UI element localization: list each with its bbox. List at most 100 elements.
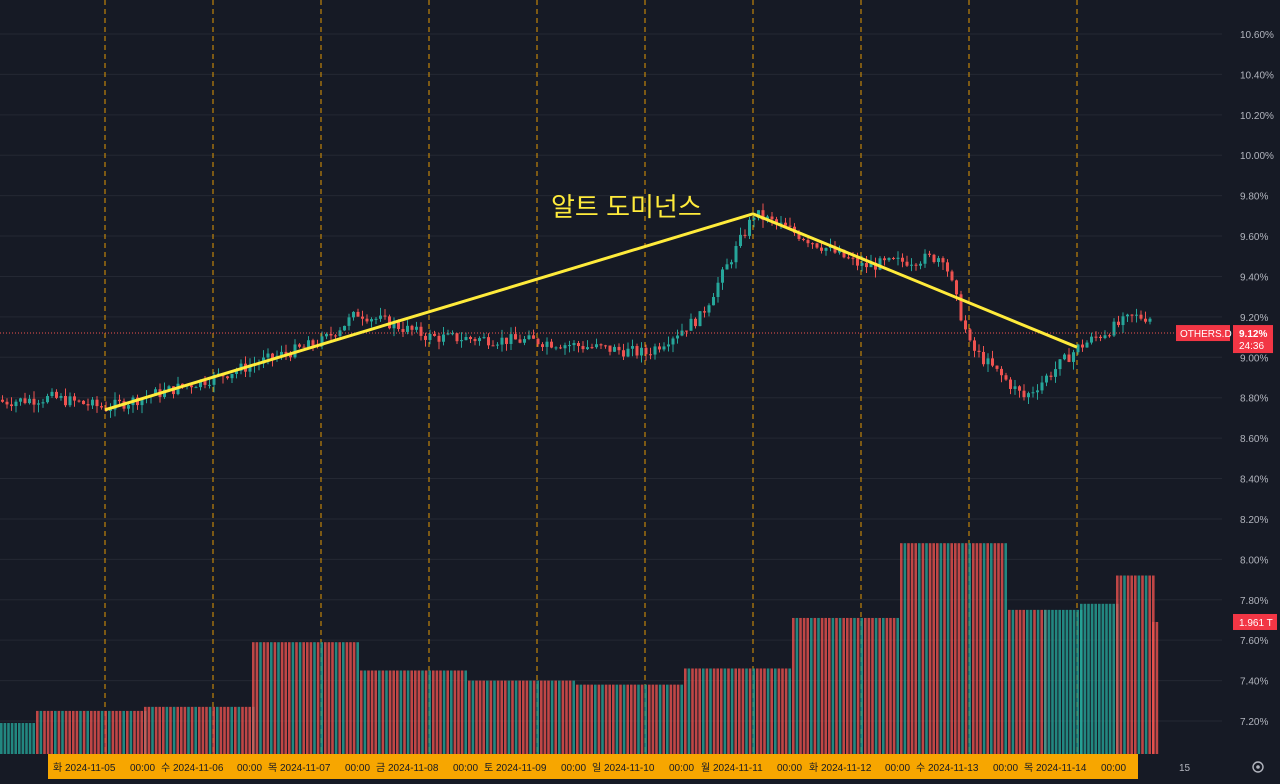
volume-bar bbox=[802, 617, 806, 754]
volume-bar bbox=[766, 668, 770, 754]
candle-body bbox=[329, 333, 333, 336]
price-tick-label: 8.60% bbox=[1240, 434, 1268, 445]
volume-bar bbox=[1036, 609, 1040, 754]
candle-body bbox=[563, 345, 567, 349]
candle-body bbox=[586, 347, 589, 350]
time-axis-label: 00:00 bbox=[669, 763, 694, 774]
volume-bar bbox=[399, 670, 403, 754]
trend-line[interactable] bbox=[104, 212, 1078, 412]
candle-body bbox=[203, 379, 207, 385]
volume-bar bbox=[694, 668, 698, 754]
volume-bar bbox=[835, 617, 838, 754]
candle-body bbox=[1112, 321, 1116, 336]
candle-body bbox=[883, 258, 886, 261]
volume-bar bbox=[1080, 603, 1083, 754]
candle-body bbox=[820, 247, 823, 251]
candle-body bbox=[280, 351, 283, 356]
candle-body bbox=[113, 399, 117, 410]
volume-bar bbox=[687, 668, 691, 754]
volume-bar bbox=[424, 670, 428, 754]
candle-body bbox=[428, 333, 432, 340]
candle-body bbox=[41, 402, 45, 404]
candle-body bbox=[896, 257, 900, 259]
volume-bar bbox=[1094, 603, 1097, 754]
volume-bar bbox=[140, 710, 143, 754]
volume-bar bbox=[489, 680, 493, 754]
candle-body bbox=[1004, 375, 1008, 380]
volume-bar bbox=[637, 684, 640, 754]
volume-bar bbox=[219, 706, 223, 754]
volume-bar bbox=[435, 670, 439, 754]
price-axis[interactable]: 10.60% 10.40% 10.20% 10.00% 9.80% 9.60% 9.40% 9… bbox=[1240, 30, 1274, 728]
candle-body bbox=[442, 334, 445, 342]
volume-bar bbox=[658, 684, 662, 754]
volume-bar bbox=[115, 710, 118, 754]
volume-bar bbox=[662, 684, 665, 754]
candle-body bbox=[707, 305, 711, 313]
candle-body bbox=[712, 297, 715, 306]
symbol-label: OTHERS.D bbox=[1180, 329, 1232, 340]
volume-bar bbox=[882, 617, 885, 754]
volume-bar bbox=[0, 723, 3, 754]
candle-body bbox=[964, 320, 967, 330]
volume-bar bbox=[25, 723, 28, 754]
candle-body bbox=[869, 262, 873, 268]
volume-bar bbox=[986, 543, 989, 754]
volume-bar bbox=[655, 684, 658, 754]
candle-body bbox=[995, 365, 999, 369]
annotation-text[interactable]: 알트 도미넌스 bbox=[551, 192, 702, 222]
candle-body bbox=[982, 351, 985, 365]
candle-body bbox=[514, 334, 517, 340]
volume-bar bbox=[921, 543, 925, 754]
volume-bar bbox=[147, 706, 151, 754]
volume-bar bbox=[10, 723, 14, 754]
candle-body bbox=[365, 318, 369, 322]
gear-icon[interactable] bbox=[1252, 761, 1264, 773]
candle-body bbox=[802, 238, 805, 241]
candle-body bbox=[320, 336, 324, 347]
candle-body bbox=[334, 335, 337, 337]
candle-body bbox=[604, 345, 607, 347]
volume-bar bbox=[640, 684, 644, 754]
candle-body bbox=[5, 401, 9, 405]
candle-body bbox=[1027, 393, 1030, 398]
volume-bar bbox=[100, 710, 104, 754]
volume-bar bbox=[889, 617, 892, 754]
candle-body bbox=[572, 343, 576, 346]
volume-bar bbox=[590, 684, 593, 754]
time-axis-label: 금 2024-11-08 bbox=[376, 762, 439, 774]
candle-body bbox=[1049, 375, 1053, 377]
candle-body bbox=[901, 257, 904, 262]
volume-bar bbox=[7, 723, 10, 754]
candle-body bbox=[1067, 354, 1071, 362]
candle-body bbox=[860, 263, 864, 266]
volume-bar bbox=[338, 642, 341, 754]
volume-bar bbox=[673, 684, 676, 754]
candle-body bbox=[1, 399, 4, 402]
candle-body bbox=[248, 365, 252, 372]
candle-body bbox=[1117, 321, 1120, 326]
candle-body bbox=[473, 339, 477, 342]
candle-body bbox=[743, 234, 747, 236]
candle-body bbox=[775, 219, 778, 223]
candle-body bbox=[545, 341, 549, 347]
last-price-bg bbox=[1233, 325, 1273, 354]
candle-body bbox=[1130, 314, 1134, 316]
volume-bar bbox=[493, 680, 496, 754]
time-axis[interactable]: 화 2024-11-05 00:00 수 2024-11-06 00:00 목 2024… bbox=[48, 754, 1191, 779]
candle-body bbox=[307, 340, 310, 348]
volume-bar bbox=[54, 710, 57, 754]
volume-bar bbox=[291, 642, 295, 754]
volume-bar bbox=[280, 642, 284, 754]
volume-bar bbox=[1119, 575, 1123, 754]
volume-bar bbox=[75, 710, 79, 754]
candle-body bbox=[374, 318, 378, 320]
volume-bar bbox=[936, 543, 939, 754]
candle-body bbox=[644, 347, 648, 355]
volume-bar bbox=[759, 668, 763, 754]
candle-body bbox=[847, 257, 850, 259]
price-tick-label: 10.60% bbox=[1240, 30, 1274, 41]
volume-bar bbox=[432, 670, 435, 754]
